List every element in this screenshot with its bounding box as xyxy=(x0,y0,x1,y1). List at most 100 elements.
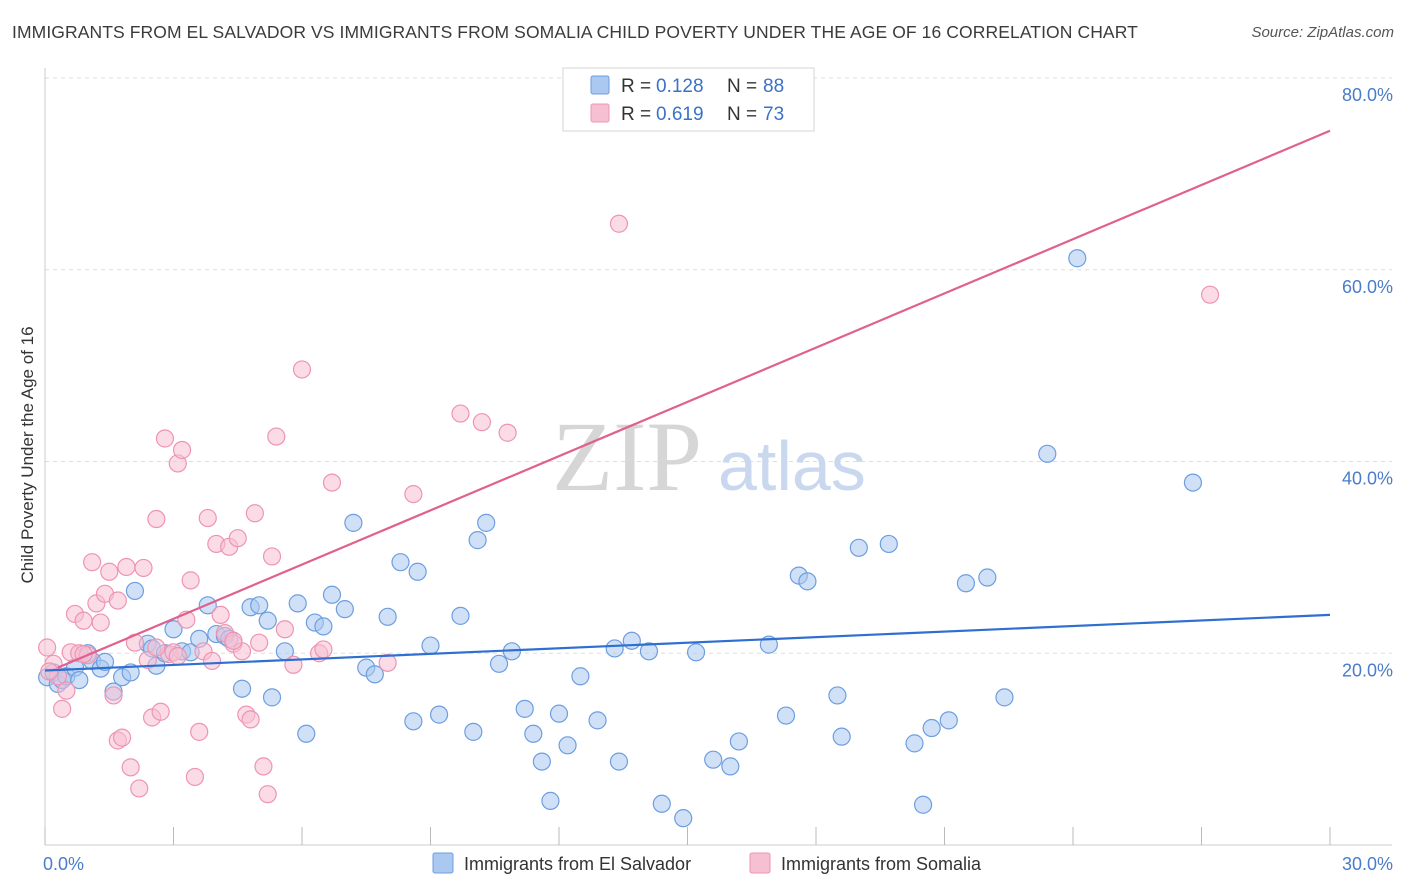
y-tick-label: 40.0% xyxy=(1342,469,1393,489)
data-point-somalia xyxy=(378,653,397,672)
data-point-el-salvador xyxy=(879,534,898,554)
data-point-el-salvador xyxy=(451,606,470,625)
chart-title: IMMIGRANTS FROM EL SALVADOR VS IMMIGRANT… xyxy=(12,22,1138,42)
bottom-legend-label-somalia: Immigrants from Somalia xyxy=(781,854,982,874)
data-point-somalia xyxy=(134,558,153,578)
data-point-somalia xyxy=(202,651,222,671)
data-point-somalia xyxy=(181,571,200,590)
data-point-el-salvador xyxy=(558,736,577,755)
data-point-somalia xyxy=(262,547,282,566)
data-point-el-salvador xyxy=(258,611,277,630)
data-point-somalia xyxy=(322,473,342,492)
data-point-somalia xyxy=(250,633,269,652)
data-point-somalia xyxy=(185,767,205,787)
legend-swatch-somalia xyxy=(590,103,610,123)
data-point-el-salvador xyxy=(532,752,551,771)
data-point-el-salvador xyxy=(1038,444,1057,463)
data-point-el-salvador xyxy=(995,688,1014,707)
data-point-el-salvador xyxy=(832,727,851,746)
data-point-el-salvador xyxy=(468,531,487,550)
data-point-el-salvador xyxy=(605,639,624,658)
legend-r-label: R = xyxy=(621,76,651,97)
data-point-el-salvador xyxy=(849,538,868,557)
data-point-el-salvador xyxy=(164,620,183,639)
data-points xyxy=(38,214,1220,828)
axes xyxy=(44,68,1392,846)
legend-r-value: 0.128 xyxy=(656,76,704,97)
legend: R = 0.128 N = 88 R = 0.619 N = 73 xyxy=(562,67,815,132)
data-point-el-salvador xyxy=(232,679,252,698)
data-point-somalia xyxy=(57,681,76,700)
data-point-el-salvador xyxy=(477,513,496,532)
data-point-somalia xyxy=(1200,285,1220,304)
legend-n-label: N = xyxy=(727,104,757,125)
data-point-el-salvador xyxy=(588,711,607,730)
data-point-el-salvador xyxy=(541,791,560,810)
data-point-el-salvador xyxy=(524,724,543,743)
bottom-legend-swatch-el-salvador xyxy=(432,852,454,874)
data-point-somalia xyxy=(147,509,166,529)
data-point-somalia xyxy=(292,360,312,379)
y-tick-label: 80.0% xyxy=(1342,85,1393,105)
data-point-el-salvador xyxy=(939,711,958,730)
data-point-el-salvador xyxy=(622,631,641,650)
bottom-legend-swatch-somalia xyxy=(749,852,771,874)
data-point-el-salvador xyxy=(121,663,140,682)
data-point-somalia xyxy=(151,702,170,721)
data-point-somalia xyxy=(138,650,157,670)
data-point-somalia xyxy=(168,647,187,666)
data-point-somalia xyxy=(254,757,273,776)
data-point-el-salvador xyxy=(250,596,269,615)
data-point-el-salvador xyxy=(314,617,333,636)
data-point-el-salvador xyxy=(95,652,115,671)
data-point-el-salvador xyxy=(70,670,89,690)
data-point-somalia xyxy=(198,508,217,528)
data-point-el-salvador xyxy=(704,750,723,769)
watermark: ZIP atlas xyxy=(552,401,866,512)
data-point-el-salvador xyxy=(913,795,933,814)
data-point-el-salvador xyxy=(798,572,817,591)
data-point-somalia xyxy=(275,620,294,639)
data-point-el-salvador xyxy=(322,585,342,604)
data-point-somalia xyxy=(40,662,59,681)
data-point-el-salvador xyxy=(609,752,629,771)
data-point-el-salvador xyxy=(978,568,997,587)
legend-r-label: R = xyxy=(621,104,651,125)
data-point-el-salvador xyxy=(686,643,706,662)
data-point-el-salvador xyxy=(365,665,384,684)
data-point-somalia xyxy=(117,557,136,577)
data-point-somalia xyxy=(172,440,192,460)
data-point-somalia xyxy=(404,484,423,504)
tick-labels: 20.0% 40.0% 60.0% 80.0% 0.0% 30.0% xyxy=(43,85,1393,874)
data-point-el-salvador xyxy=(571,667,590,686)
y-tick-label: 60.0% xyxy=(1342,277,1393,297)
grid xyxy=(45,77,1392,654)
data-point-el-salvador xyxy=(262,688,282,707)
data-point-el-salvador xyxy=(922,718,941,738)
data-point-somalia xyxy=(91,613,110,632)
data-point-el-salvador xyxy=(549,704,569,723)
data-point-somalia xyxy=(100,562,119,581)
data-point-somalia xyxy=(609,214,629,233)
data-point-somalia xyxy=(267,427,286,446)
data-point-el-salvador xyxy=(335,600,354,619)
trend-lines xyxy=(44,129,1331,672)
data-point-el-salvador xyxy=(429,705,449,724)
data-point-somalia xyxy=(241,710,260,729)
data-point-somalia xyxy=(224,631,243,650)
watermark-zip: ZIP xyxy=(552,401,702,512)
data-point-el-salvador xyxy=(125,581,145,601)
y-axis-title: Child Poverty Under the Age of 16 xyxy=(18,326,37,583)
data-point-el-salvador xyxy=(297,724,316,743)
data-point-el-salvador xyxy=(288,594,307,613)
data-point-somalia xyxy=(83,553,102,572)
data-point-el-salvador xyxy=(421,636,440,655)
data-point-el-salvador xyxy=(391,553,410,572)
data-point-somalia xyxy=(104,686,123,705)
bottom-legend: Immigrants from El Salvador Immigrants f… xyxy=(432,852,982,874)
data-point-el-salvador xyxy=(721,757,740,776)
data-point-el-salvador xyxy=(828,686,847,705)
data-point-somalia xyxy=(258,785,277,804)
data-point-somalia xyxy=(155,429,175,448)
